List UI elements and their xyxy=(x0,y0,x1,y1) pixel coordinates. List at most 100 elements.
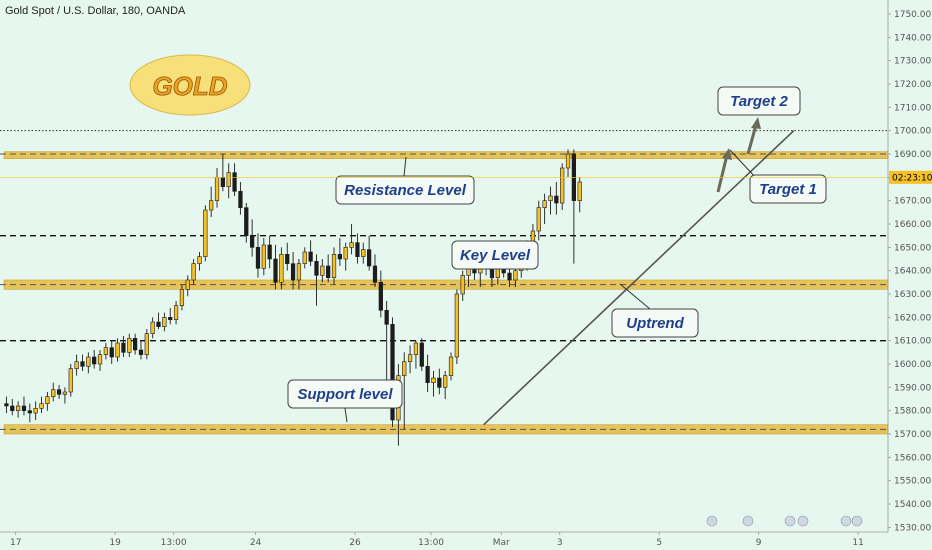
candle-body xyxy=(460,275,465,295)
candle-body xyxy=(290,263,296,281)
candle-body xyxy=(27,410,32,414)
price-axis-label: 1640.00 xyxy=(894,267,931,277)
candle-body xyxy=(419,342,424,367)
candle-body xyxy=(15,405,21,411)
candle-body xyxy=(45,396,50,404)
candle-body xyxy=(92,356,97,365)
candle-body xyxy=(261,244,266,269)
candle-body xyxy=(168,317,173,320)
candle-body xyxy=(507,272,512,281)
candle-body xyxy=(279,254,284,283)
callout-pointer xyxy=(619,283,651,310)
candle-body xyxy=(115,342,120,358)
price-axis[interactable]: 1530.00 1540.00 1550.00 1560.00 1570.00 1580.… xyxy=(887,0,931,533)
candle-body xyxy=(179,289,185,306)
candle-body xyxy=(80,361,85,367)
time-axis[interactable]: 17 19 13:00 24 26 13:00 Mar 3 5 9 11 xyxy=(0,531,888,548)
callout-pointer xyxy=(729,149,757,179)
candle-body xyxy=(349,242,354,248)
candle-body xyxy=(185,279,190,290)
event-marker-icon[interactable] xyxy=(742,515,754,527)
candle-body xyxy=(548,195,553,201)
candle-body xyxy=(33,408,38,414)
gold-badge-ellipse xyxy=(129,54,251,116)
price-axis-label: 1660.00 xyxy=(894,220,931,230)
candle-body xyxy=(448,356,454,376)
candle-body xyxy=(320,265,325,276)
candle-body xyxy=(384,310,389,325)
candle-body xyxy=(238,191,243,208)
zone-band xyxy=(3,151,889,159)
callout-box xyxy=(749,174,827,204)
candle-body xyxy=(121,342,126,353)
candle-body xyxy=(226,172,231,187)
candle-body xyxy=(343,247,348,260)
event-marker-icon[interactable] xyxy=(784,515,796,527)
price-axis-label: 1690.00 xyxy=(894,150,931,160)
candle-body xyxy=(209,200,214,211)
candle-body xyxy=(74,361,79,369)
callout-label: Resistance Level xyxy=(344,182,467,199)
price-axis-label: 1720.00 xyxy=(894,80,931,90)
time-axis-label: 24 xyxy=(250,538,262,548)
candle-body xyxy=(314,261,319,276)
candle-body xyxy=(302,251,307,264)
levels-layer xyxy=(0,130,889,435)
candle-body xyxy=(255,247,261,269)
current-price-tag-text: 02:23:10 xyxy=(892,173,932,183)
candle-body xyxy=(244,207,249,236)
event-marker-icon[interactable] xyxy=(851,515,863,527)
price-axis-label: 1630.00 xyxy=(894,290,931,300)
event-marker-icon[interactable] xyxy=(840,515,852,527)
price-axis-label: 1560.00 xyxy=(894,453,931,463)
event-markers[interactable] xyxy=(706,515,863,527)
candle-body xyxy=(220,177,226,187)
event-marker-icon[interactable] xyxy=(797,515,809,527)
price-axis-label: 1610.00 xyxy=(894,337,931,347)
gold-badge: GOLD xyxy=(129,54,251,116)
candle-body xyxy=(355,242,360,257)
candle-body xyxy=(366,249,372,267)
candle-body xyxy=(542,200,547,208)
candle-body xyxy=(138,349,144,355)
candle-body xyxy=(197,256,202,264)
callout-trendline: Uptrend xyxy=(611,283,699,338)
candle-body xyxy=(109,347,114,358)
callout-box xyxy=(451,240,539,270)
price-axis-label: 1590.00 xyxy=(894,383,931,393)
candle-body xyxy=(133,338,138,351)
candle-body xyxy=(372,265,378,283)
candle-body xyxy=(21,405,27,411)
candle-body xyxy=(425,366,430,383)
time-axis-label: 3 xyxy=(557,538,563,548)
candle-body xyxy=(10,405,15,411)
callout-box xyxy=(717,86,801,116)
callout-label: Key Level xyxy=(460,247,531,264)
callout-box xyxy=(611,308,699,338)
callout-label: Target 1 xyxy=(759,181,817,198)
callout-pointer xyxy=(344,407,348,423)
candle-body xyxy=(326,265,331,278)
candle-body xyxy=(39,403,44,409)
chart-title: Gold Spot / U.S. Dollar, 180, OANDA xyxy=(5,5,186,17)
event-marker-icon[interactable] xyxy=(706,515,718,527)
target2-arrow xyxy=(746,124,758,155)
candle-body xyxy=(86,356,91,367)
candle-body xyxy=(150,321,155,334)
target1-arrowhead xyxy=(722,148,732,160)
candle-body xyxy=(331,254,337,278)
candle-body xyxy=(127,338,132,353)
candle-body xyxy=(431,377,436,383)
callout-target2: Target 2 xyxy=(717,86,801,116)
candle-body xyxy=(191,263,196,281)
time-axis-label: 11 xyxy=(852,538,863,548)
time-axis-label: 17 xyxy=(10,538,21,548)
callout-support: Support level xyxy=(287,379,403,423)
candle-body xyxy=(577,181,582,201)
target1-arrow xyxy=(716,154,729,193)
candle-body xyxy=(407,354,413,362)
candle-body xyxy=(443,375,448,388)
callouts-layer: Resistance Level Key Level Support level Up… xyxy=(287,86,827,423)
candle-body xyxy=(162,317,167,327)
candle-body xyxy=(337,254,342,260)
